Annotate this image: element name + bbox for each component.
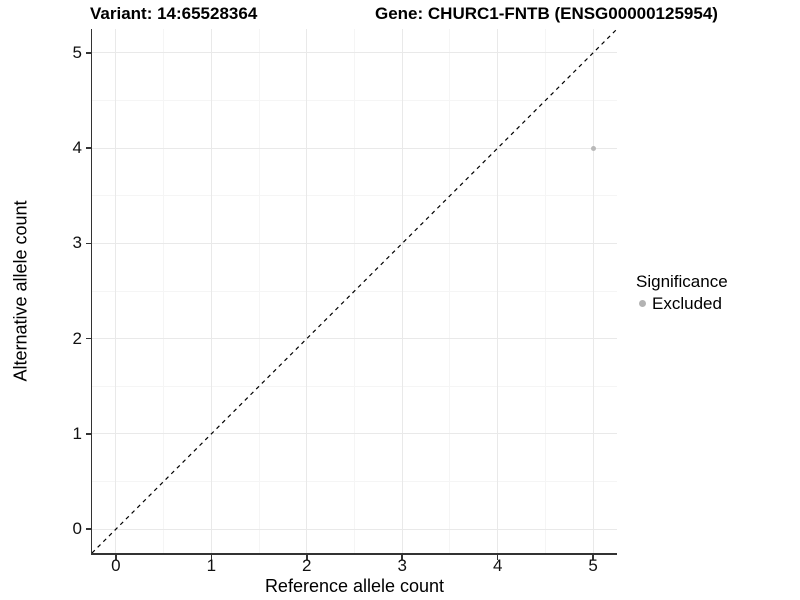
data-point xyxy=(590,145,596,151)
grid-minor-y xyxy=(92,99,617,101)
grid-minor-y xyxy=(92,385,617,387)
grid-major-y xyxy=(92,338,617,340)
x-tick-label: 3 xyxy=(397,556,407,575)
x-tick-label: 2 xyxy=(302,556,312,575)
grid-major-y xyxy=(92,242,617,244)
legend-item-excluded: Excluded xyxy=(636,294,728,313)
x-tick-label: 0 xyxy=(111,556,121,575)
y-tick-mark xyxy=(85,433,91,435)
grid-major-x xyxy=(592,29,594,553)
legend-point-icon xyxy=(639,300,646,307)
y-tick-label: 2 xyxy=(72,328,82,348)
x-tick-label: 1 xyxy=(206,556,217,575)
y-tick-label: 5 xyxy=(72,42,82,62)
gene-title: Gene: CHURC1-FNTB (ENSG00000125954) xyxy=(375,4,718,23)
y-axis-title: Alternative allele count xyxy=(10,200,31,382)
grid-major-y xyxy=(92,528,617,530)
grid-major-x xyxy=(306,29,308,553)
identity-line xyxy=(92,29,617,553)
y-tick-mark xyxy=(85,147,91,149)
y-tick-label: 3 xyxy=(72,233,82,253)
y-tick-label: 1 xyxy=(72,423,82,443)
legend: Significance Excluded xyxy=(636,272,728,313)
y-tick-label: 4 xyxy=(72,138,82,158)
x-tick-mark xyxy=(115,554,117,560)
x-tick-label: 4 xyxy=(492,556,503,575)
y-tick-mark xyxy=(85,528,91,530)
grid-major-y xyxy=(92,52,617,54)
legend-title: Significance xyxy=(636,272,728,291)
x-tick-mark xyxy=(592,554,594,560)
grid-major-x xyxy=(115,29,117,553)
grid-minor-y xyxy=(92,195,617,197)
y-tick-label: 0 xyxy=(72,519,82,539)
grid-major-x xyxy=(497,29,499,553)
y-axis-line xyxy=(90,29,92,555)
legend-item-label: Excluded xyxy=(652,294,722,313)
grid-minor-y xyxy=(92,481,617,483)
x-tick-mark xyxy=(210,554,213,560)
variant-title: Variant: 14:65528364 xyxy=(90,4,258,23)
x-axis-line xyxy=(90,553,617,555)
grid-major-y xyxy=(92,147,617,149)
plot-panel xyxy=(92,29,617,553)
x-tick-label: 5 xyxy=(588,556,598,575)
x-tick-mark xyxy=(401,554,403,560)
grid-major-x xyxy=(210,29,212,553)
x-tick-mark xyxy=(496,554,499,560)
grid-major-y xyxy=(92,433,617,435)
x-axis-title: Reference allele count xyxy=(264,576,445,596)
y-tick-mark xyxy=(85,337,91,340)
y-tick-mark xyxy=(85,52,91,54)
x-tick-mark xyxy=(306,554,308,560)
grid-major-x xyxy=(401,29,403,553)
y-tick-mark xyxy=(85,242,91,245)
